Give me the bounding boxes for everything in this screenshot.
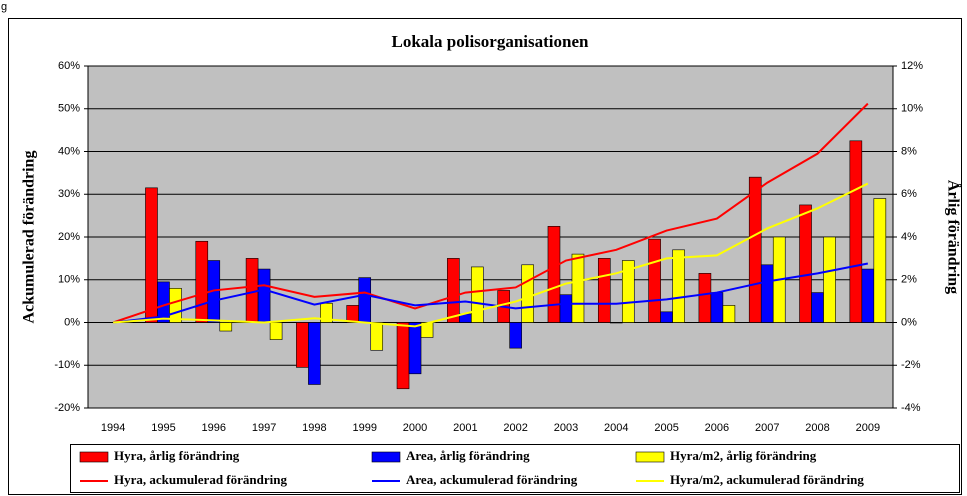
x-tick-label: 2007 <box>755 422 779 434</box>
x-tick-label: 2003 <box>554 422 578 434</box>
bar <box>521 264 534 323</box>
bar <box>408 322 422 375</box>
y2-tick-label: 0% <box>901 316 917 328</box>
y-tick-label: 10% <box>58 274 80 286</box>
bar <box>861 268 875 323</box>
bar <box>811 292 824 323</box>
x-tick-label: 1998 <box>302 422 326 434</box>
bar <box>660 311 673 323</box>
x-tick-label: 2002 <box>503 422 527 434</box>
x-tick-label: 2004 <box>604 422 628 434</box>
bar <box>710 292 724 323</box>
bar <box>873 198 887 323</box>
legend-swatch <box>635 451 665 463</box>
y-tick-label: 20% <box>58 231 80 243</box>
y2-tick-label: 2% <box>901 274 917 286</box>
legend-swatch <box>79 451 109 463</box>
line <box>113 262 869 324</box>
bar <box>145 187 158 323</box>
x-tick-label: 1996 <box>202 422 226 434</box>
y2-tick-label: 8% <box>901 145 917 157</box>
legend-label: Hyra, ackumulerad förändring <box>114 472 287 487</box>
legend-label: Hyra/m2, årlig förändring <box>670 448 817 463</box>
bar <box>799 204 812 323</box>
bar <box>219 322 233 332</box>
y2-axis-title: Årlig förändring <box>944 180 962 294</box>
bar <box>648 238 661 323</box>
legend-label: Hyra/m2, ackumulerad förändring <box>670 472 864 487</box>
bar <box>358 277 372 323</box>
y-tick-label: -20% <box>54 402 80 414</box>
bar <box>320 302 333 323</box>
y-tick-label: 60% <box>58 60 80 72</box>
bar <box>471 266 484 323</box>
bar <box>346 305 360 323</box>
bar <box>722 305 736 323</box>
x-tick-label: 2001 <box>453 422 477 434</box>
bar <box>621 260 635 323</box>
bar <box>672 249 685 323</box>
bar <box>823 236 836 323</box>
x-tick-label: 1994 <box>101 422 125 434</box>
line <box>113 182 869 328</box>
legend-label: Hyra, årlig förändring <box>114 448 240 463</box>
bar <box>447 258 460 323</box>
x-tick-label: 1999 <box>352 422 376 434</box>
bar <box>308 322 321 385</box>
x-tick-label: 2006 <box>705 422 729 434</box>
legend-label: Area, ackumulerad förändring <box>406 472 578 487</box>
bar <box>609 322 623 324</box>
bar <box>195 240 209 323</box>
bar <box>269 322 283 340</box>
y-axis-title: Ackumulerad förändring <box>21 151 38 324</box>
legend-swatch <box>371 451 401 463</box>
y2-tick-label: -4% <box>901 402 921 414</box>
x-tick-label: 1997 <box>252 422 276 434</box>
y-tick-label: 0% <box>64 316 80 328</box>
bar <box>571 253 585 323</box>
bar <box>597 258 611 323</box>
chart-title: Lokala polisorganisationen <box>392 32 590 51</box>
bar <box>760 264 774 323</box>
x-tick-label: 2009 <box>856 422 880 434</box>
bar <box>370 322 384 351</box>
fragment-text: g <box>1 1 7 13</box>
y2-tick-label: 12% <box>901 60 923 72</box>
y-tick-label: 50% <box>58 103 80 115</box>
bar <box>748 176 762 323</box>
bar <box>169 287 182 323</box>
x-tick-label: 2008 <box>805 422 829 434</box>
x-tick-label: 2005 <box>654 422 678 434</box>
legend-label: Area, årlig förändring <box>406 448 530 463</box>
legend-box <box>70 444 960 493</box>
y2-tick-label: 4% <box>901 231 917 243</box>
y2-tick-label: -2% <box>901 359 921 371</box>
x-tick-label: 2000 <box>403 422 427 434</box>
y-tick-label: -10% <box>54 359 80 371</box>
bar <box>698 273 712 323</box>
bar <box>257 268 271 323</box>
bar <box>547 226 561 323</box>
y2-tick-label: 10% <box>901 103 923 115</box>
x-tick-label: 1995 <box>151 422 175 434</box>
y-tick-label: 40% <box>58 145 80 157</box>
line <box>112 102 869 324</box>
bar <box>296 322 309 368</box>
y2-tick-label: 6% <box>901 188 917 200</box>
bar <box>396 322 410 390</box>
bar <box>849 140 863 323</box>
y-tick-label: 30% <box>58 188 80 200</box>
bar <box>559 294 573 323</box>
bar <box>509 322 522 349</box>
